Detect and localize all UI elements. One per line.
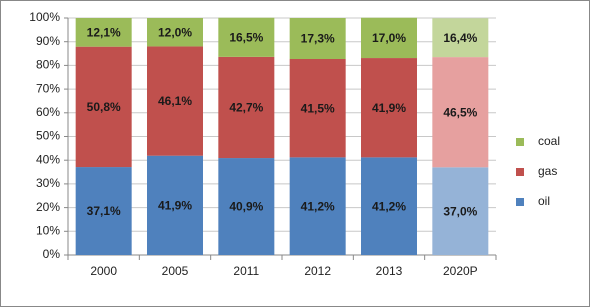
value-label: 16,5% — [229, 30, 263, 44]
legend-marker — [516, 168, 524, 176]
y-tick-label: 70% — [36, 81, 60, 95]
bar-segment — [432, 57, 489, 168]
bar-segment — [218, 158, 275, 255]
bar-segment — [289, 59, 346, 158]
value-label: 17,0% — [372, 31, 406, 45]
bar-segment — [361, 17, 417, 59]
bar-segment — [361, 58, 417, 158]
legend-marker — [516, 198, 524, 206]
value-label: 41,2% — [301, 199, 335, 213]
value-label: 41,9% — [372, 101, 406, 115]
value-label: 37,1% — [87, 204, 121, 218]
x-tick-label: 2013 — [376, 264, 403, 278]
legend-marker — [516, 138, 524, 146]
bar-segment — [432, 167, 489, 255]
value-label: 17,3% — [301, 32, 335, 46]
bar-segment — [147, 46, 203, 156]
y-tick-label: 100% — [29, 10, 60, 24]
value-label: 46,1% — [158, 94, 192, 108]
bar-segment — [289, 157, 346, 255]
y-tick-label: 60% — [36, 105, 60, 119]
bar-segment — [289, 18, 346, 60]
x-tick-label: 2000 — [90, 264, 117, 278]
value-label: 16,4% — [443, 31, 477, 45]
y-tick-label: 40% — [36, 152, 60, 166]
bar-segment — [147, 18, 203, 47]
bar-segment — [147, 155, 203, 255]
legend-label: gas — [538, 164, 557, 178]
y-tick-label: 80% — [36, 58, 60, 72]
bar-segment — [432, 18, 489, 58]
bar-segment — [218, 56, 275, 159]
y-tick-label: 50% — [36, 129, 60, 143]
value-label: 12,1% — [87, 26, 121, 40]
value-label: 50,8% — [87, 100, 121, 114]
y-tick-label: 0% — [43, 247, 61, 261]
y-tick-label: 20% — [36, 200, 60, 214]
value-label: 41,2% — [372, 199, 406, 213]
value-label: 12,0% — [158, 25, 192, 39]
legend-label: oil — [538, 194, 550, 208]
x-tick-label: 2011 — [233, 264, 259, 278]
legend-label: coal — [538, 134, 560, 148]
value-label: 42,7% — [229, 101, 263, 115]
bar-segment — [75, 18, 132, 47]
value-label: 41,9% — [158, 199, 192, 213]
value-label: 46,5% — [443, 105, 477, 119]
value-label: 37,0% — [443, 204, 477, 218]
y-tick-label: 10% — [36, 223, 60, 237]
y-tick-label: 90% — [36, 34, 60, 48]
bar-segment — [75, 46, 132, 168]
bar-segment — [218, 17, 275, 57]
y-tick-label: 30% — [36, 176, 60, 190]
x-tick-label: 2020P — [443, 264, 478, 278]
x-tick-label: 2012 — [304, 264, 331, 278]
x-tick-label: 2005 — [162, 264, 189, 278]
bar-segment — [75, 167, 132, 255]
value-label: 40,9% — [229, 200, 263, 214]
bar-segment — [361, 157, 417, 255]
value-label: 41,5% — [301, 101, 335, 115]
